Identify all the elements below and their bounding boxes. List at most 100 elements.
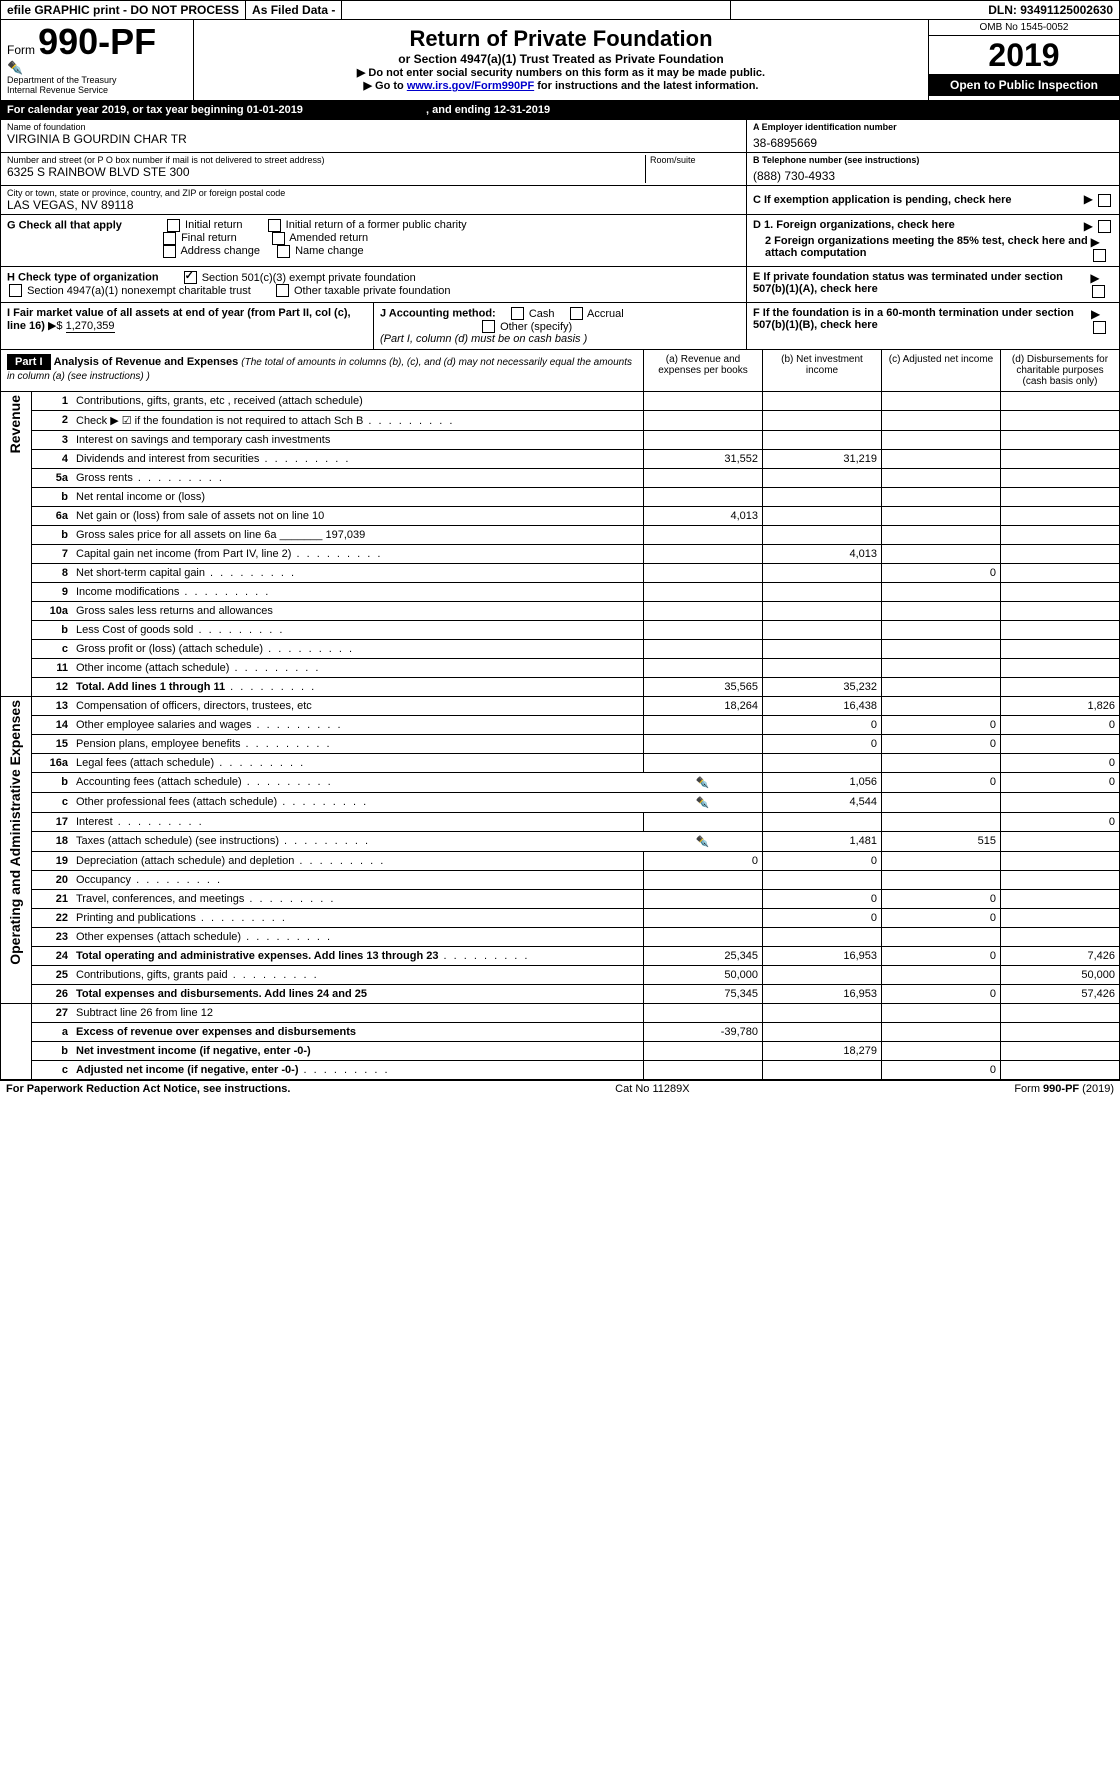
i-value: 1,270,359 (66, 320, 115, 333)
col-c-cell (882, 966, 1001, 985)
col-b-cell (763, 659, 882, 678)
foundation-name-cell: Name of foundation VIRGINIA B GOURDIN CH… (1, 120, 746, 152)
col-a-cell (644, 392, 763, 411)
line-desc: Other income (attach schedule) (72, 659, 644, 678)
d2-label: 2 Foreign organizations meeting the 85% … (753, 235, 1091, 262)
col-a-cell (644, 1004, 763, 1023)
h-other-checkbox[interactable] (276, 284, 289, 297)
col-c-cell (882, 392, 1001, 411)
col-c-header: (c) Adjusted net income (882, 350, 1001, 391)
clip-icon: ✒️ (7, 60, 187, 76)
line-number: 9 (32, 583, 73, 602)
c-label: C If exemption application is pending, c… (753, 194, 1012, 206)
phone-label: B Telephone number (see instructions) (753, 155, 1113, 165)
col-c-cell: 0 (882, 735, 1001, 754)
g-final-checkbox[interactable] (163, 232, 176, 245)
g-amended-checkbox[interactable] (272, 232, 285, 245)
col-d-cell (1001, 928, 1120, 947)
open-inspection: Open to Public Inspection (929, 74, 1119, 96)
g-initial-checkbox[interactable] (167, 219, 180, 232)
ein-cell: A Employer identification number 38-6895… (746, 120, 1119, 152)
line-number: 19 (32, 852, 73, 871)
col-d-cell (1001, 564, 1120, 583)
table-row: 6aNet gain or (loss) from sale of assets… (1, 507, 1120, 526)
line-number: 7 (32, 545, 73, 564)
h-501c3-checkbox[interactable] (184, 271, 197, 284)
col-d-cell: 0 (1001, 754, 1120, 773)
col-c-cell (882, 659, 1001, 678)
col-d-cell: 7,426 (1001, 947, 1120, 966)
e-label: E If private foundation status was termi… (753, 271, 1090, 298)
col-c-cell (882, 411, 1001, 431)
line-number: b (32, 488, 73, 507)
table-row: bLess Cost of goods sold (1, 621, 1120, 640)
g-address-checkbox[interactable] (163, 245, 176, 258)
line-desc: Total operating and administrative expen… (72, 947, 644, 966)
col-d-cell (1001, 545, 1120, 564)
line-desc: Net rental income or (loss) (72, 488, 644, 507)
ein-label: A Employer identification number (753, 122, 1113, 132)
line-desc: Compensation of officers, directors, tru… (72, 697, 644, 716)
line-number: c (32, 793, 73, 813)
col-d-cell (1001, 909, 1120, 928)
col-c-cell (1001, 832, 1120, 852)
line-desc: Depreciation (attach schedule) and deple… (72, 852, 644, 871)
line-number: 3 (32, 431, 73, 450)
f-label: F If the foundation is in a 60-month ter… (753, 307, 1091, 345)
d-section: D 1. Foreign organizations, check here ▶… (746, 215, 1119, 267)
line-number: c (32, 1061, 73, 1080)
j-other-checkbox[interactable] (482, 320, 495, 333)
city-label: City or town, state or province, country… (7, 188, 740, 198)
line-desc: Pension plans, employee benefits (72, 735, 644, 754)
line-number: 13 (32, 697, 73, 716)
tax-year: 2019 (929, 36, 1119, 74)
g-section: G Check all that apply Initial return In… (1, 215, 746, 267)
col-c-cell (1001, 793, 1120, 813)
j-accrual-checkbox[interactable] (570, 307, 583, 320)
line-desc: Interest (72, 813, 644, 832)
col-c-cell: 0 (1001, 773, 1120, 793)
part1-title-cell: Part I Analysis of Revenue and Expenses … (1, 350, 644, 391)
line-desc: Net investment income (if negative, ente… (72, 1042, 644, 1061)
g-initial-former-checkbox[interactable] (268, 219, 281, 232)
col-d-cell (1001, 411, 1120, 431)
col-a-cell (644, 602, 763, 621)
table-row: 20Occupancy (1, 871, 1120, 890)
d1-checkbox[interactable] (1098, 220, 1111, 233)
j-cash-checkbox[interactable] (511, 307, 524, 320)
line-number: 21 (32, 890, 73, 909)
col-b-cell: 31,219 (763, 450, 882, 469)
ijf-row: I Fair market value of all assets at end… (0, 303, 1120, 350)
col-c-cell (882, 871, 1001, 890)
table-row: 24Total operating and administrative exp… (1, 947, 1120, 966)
table-row: 7Capital gain net income (from Part IV, … (1, 545, 1120, 564)
col-d-cell (1001, 526, 1120, 545)
attachment-icon[interactable]: ✒️ (644, 773, 763, 793)
col-b-cell (763, 1004, 882, 1023)
irs-link[interactable]: www.irs.gov/Form990PF (407, 80, 534, 92)
g-namechange-checkbox[interactable] (277, 245, 290, 258)
line-desc: Less Cost of goods sold (72, 621, 644, 640)
d2-checkbox[interactable] (1093, 249, 1106, 262)
line-number: 18 (32, 832, 73, 852)
expenses-table: Operating and Administrative Expenses13C… (0, 697, 1120, 1004)
col-b-cell: 0 (763, 909, 882, 928)
form-number: 990-PF (38, 21, 156, 62)
col-b-cell: 18,279 (763, 1042, 882, 1061)
c-checkbox[interactable] (1098, 194, 1111, 207)
table-row: 3Interest on savings and temporary cash … (1, 431, 1120, 450)
table-row: 23Other expenses (attach schedule) (1, 928, 1120, 947)
col-a-cell (644, 735, 763, 754)
col-a-cell (644, 890, 763, 909)
attachment-icon[interactable]: ✒️ (644, 832, 763, 852)
col-a-cell: 1,056 (763, 773, 882, 793)
h-4947-checkbox[interactable] (9, 284, 22, 297)
f-checkbox[interactable] (1093, 321, 1106, 334)
col-a-cell (644, 640, 763, 659)
line-desc: Dividends and interest from securities (72, 450, 644, 469)
col-c-cell (882, 1023, 1001, 1042)
col-a-cell: 4,013 (644, 507, 763, 526)
attachment-icon[interactable]: ✒️ (644, 793, 763, 813)
line-desc: Occupancy (72, 871, 644, 890)
e-checkbox[interactable] (1092, 285, 1105, 298)
